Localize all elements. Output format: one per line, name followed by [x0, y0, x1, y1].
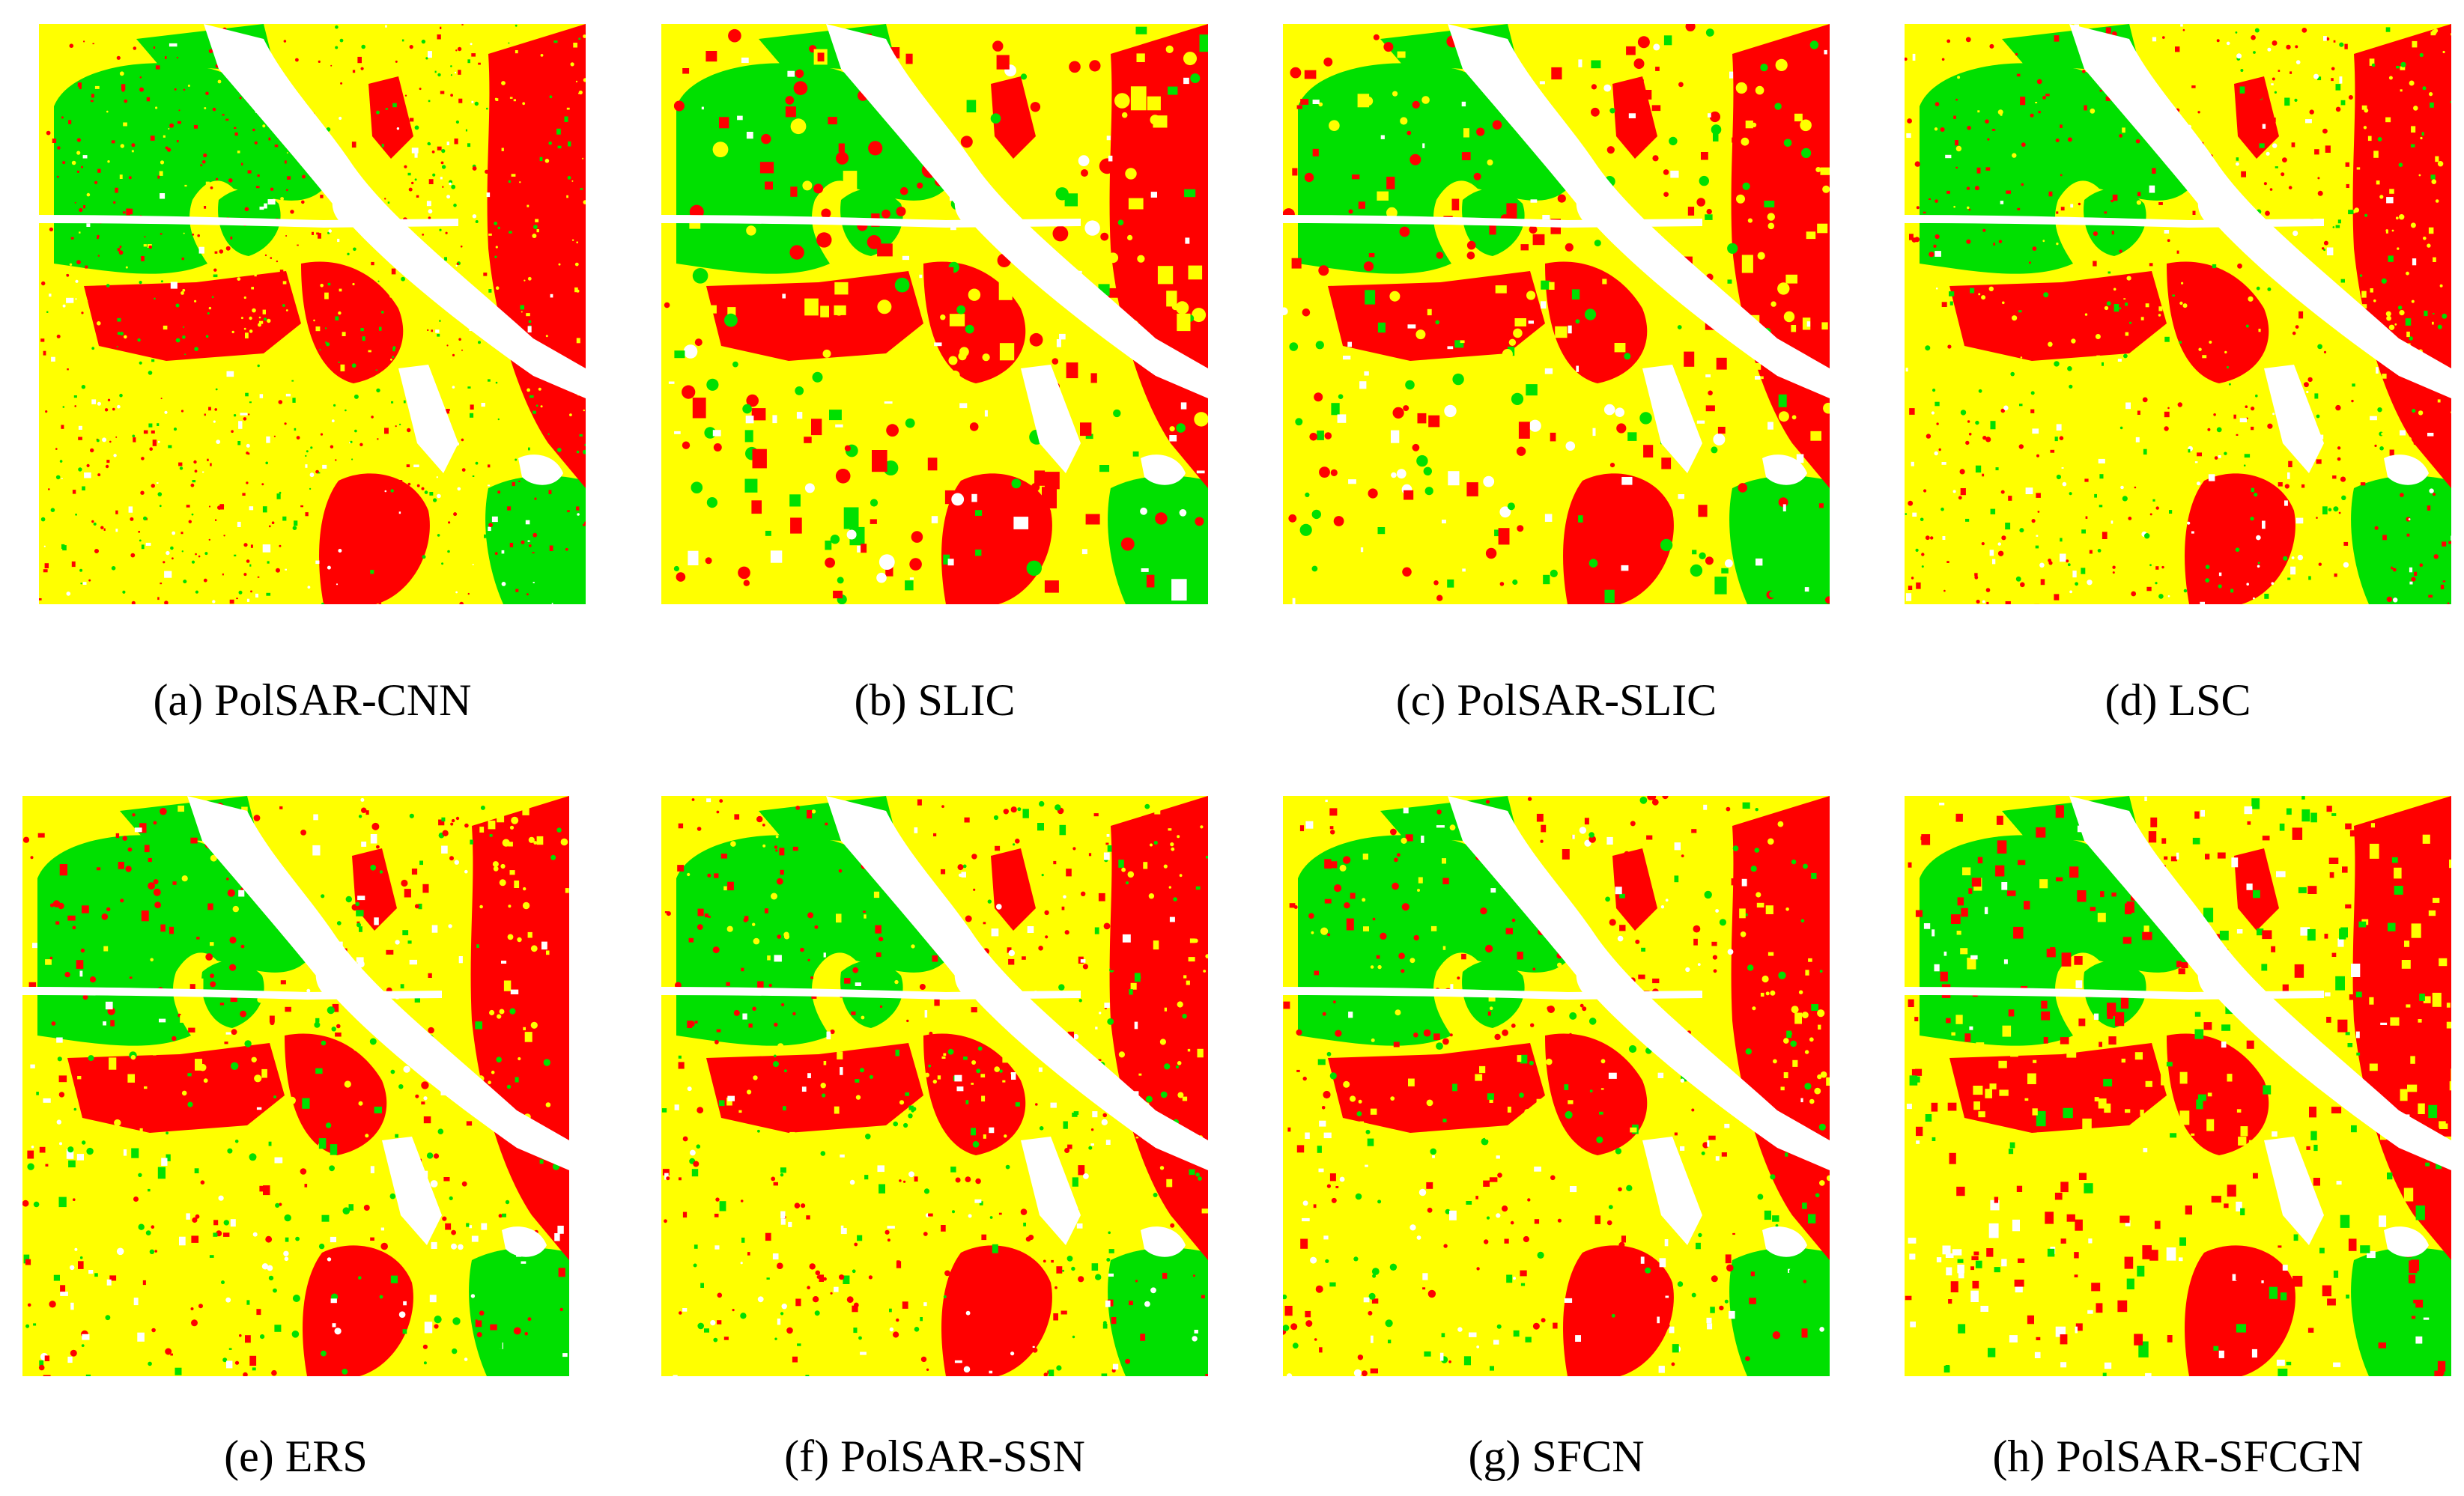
caption-polsar-ssn: (f) PolSAR-SSN — [784, 1432, 1085, 1481]
classification-map-polsar-sfcgn — [1905, 796, 2451, 1376]
classification-map-sfcn — [1283, 796, 1830, 1376]
classification-map-image — [22, 796, 569, 1376]
classification-map-polsar-cnn — [39, 24, 586, 604]
classification-map-ers — [22, 796, 569, 1376]
caption-polsar-slic: (c) PolSAR-SLIC — [1395, 675, 1717, 725]
classification-map-image — [1905, 24, 2451, 604]
classification-map-polsar-ssn — [661, 796, 1208, 1376]
caption-polsar-sfcgn: (h) PolSAR-SFCGN — [1992, 1432, 2364, 1481]
classification-map-image — [39, 24, 586, 604]
caption-ers: (e) ERS — [224, 1432, 368, 1481]
caption-sfcn: (g) SFCN — [1468, 1432, 1645, 1481]
classification-map-image — [661, 796, 1208, 1376]
caption-polsar-cnn: (a) PolSAR-CNN — [153, 675, 472, 725]
classification-map-slic — [661, 24, 1208, 604]
caption-slic: (b) SLIC — [854, 675, 1016, 725]
classification-map-image — [661, 24, 1208, 604]
classification-map-image — [1283, 796, 1830, 1376]
classification-map-polsar-slic — [1283, 24, 1830, 604]
classification-map-image — [1283, 24, 1830, 604]
classification-map-image — [1905, 796, 2451, 1376]
classification-map-lsc — [1905, 24, 2451, 604]
caption-lsc: (d) LSC — [2105, 675, 2251, 725]
